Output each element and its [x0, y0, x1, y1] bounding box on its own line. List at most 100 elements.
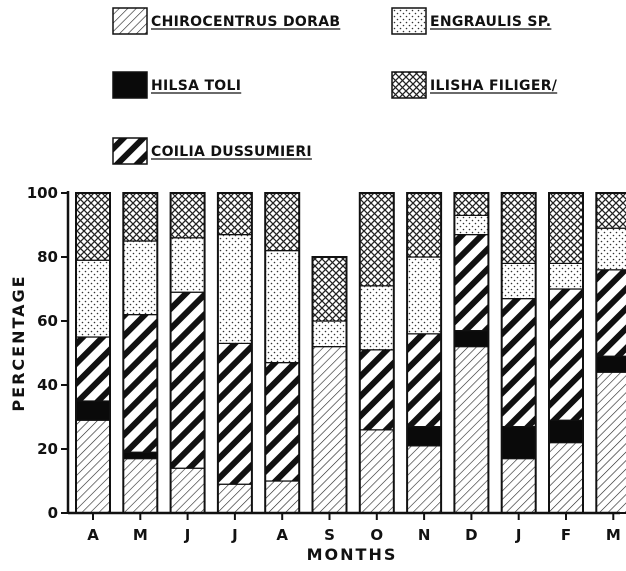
bar-segment [217, 192, 253, 236]
bar-segment [359, 192, 395, 287]
bar-segment [359, 429, 395, 514]
bar-segment [501, 426, 537, 460]
x-tick-label: N [418, 526, 431, 544]
bar-segment [548, 442, 584, 514]
bar-segment [548, 262, 584, 290]
legend-swatch [112, 137, 148, 165]
bar-segment [264, 362, 300, 482]
x-tick-label: F [561, 526, 571, 544]
bar-segment [406, 256, 442, 335]
bar-stack [406, 192, 443, 514]
bar-segment [122, 458, 158, 514]
bar-segment [548, 419, 584, 444]
bar-stack [169, 192, 206, 514]
bar-segment [311, 256, 348, 322]
bar-segment [75, 400, 111, 421]
bar-segment [264, 250, 300, 364]
legend-swatch [112, 7, 148, 35]
bar-stack [548, 192, 584, 514]
x-tick-label: M [133, 526, 148, 544]
legend-item: CHIROCENTRUS DORAB [112, 7, 341, 35]
x-tick-label: A [276, 526, 288, 544]
y-tick-label: 40 [37, 376, 58, 394]
legend: CHIROCENTRUS DORAB ENGRAULIS SP. HILSA TOL… [112, 7, 558, 165]
bar-segment [75, 259, 111, 338]
bar-segment [595, 269, 626, 357]
legend-label: ILISHA FILIGER/ [430, 78, 558, 94]
bar-segment [406, 192, 442, 258]
bar-stack [216, 192, 253, 514]
legend-swatch [391, 71, 427, 99]
bar-stack [264, 192, 301, 514]
bar-segment [170, 291, 206, 469]
bar-segment [311, 346, 348, 514]
bar-segment [122, 314, 158, 453]
bar-segment [122, 192, 158, 242]
y-tick-label: 0 [48, 504, 58, 522]
bar-stack [311, 256, 348, 514]
y-axis-title: PERCENTAGE [9, 274, 28, 411]
bar-segment [453, 234, 489, 332]
axes: 0 20 40 60 80 100 A M J J A S O N D J F M MONTHS PERCENTAGE [9, 184, 621, 564]
bar-segment [453, 214, 489, 236]
x-axis-title: MONTHS [307, 545, 398, 564]
bar-stack [122, 192, 159, 514]
bar-segment [453, 192, 489, 216]
x-tick-label: S [324, 526, 335, 544]
bar-segment [548, 192, 584, 265]
y-tick-label: 100 [27, 184, 58, 202]
bar-stack [595, 192, 626, 514]
legend-item: HILSA TOLI [112, 71, 242, 99]
bar-segment [122, 240, 158, 316]
plot-area [75, 192, 626, 514]
bar-segment [595, 355, 626, 373]
bar-segment [595, 371, 626, 514]
legend-label: ENGRAULIS SP. [430, 14, 551, 30]
bar-segment [264, 480, 300, 514]
bar-segment [406, 426, 442, 447]
bar-segment [501, 192, 537, 265]
bar-segment [501, 458, 537, 514]
bar-segment [170, 467, 206, 514]
bar-segment [453, 330, 489, 348]
legend-label: COILIA DUSSUMIERI [151, 144, 312, 160]
bar-segment [264, 192, 300, 252]
bar-segment [548, 288, 584, 421]
bar-segment [406, 445, 442, 514]
y-tick-label: 20 [37, 440, 58, 458]
legend-item: ENGRAULIS SP. [391, 7, 552, 35]
bar-segment [453, 346, 489, 514]
bar-segment [75, 336, 111, 402]
bar-segment [170, 192, 206, 239]
bar-segment [359, 285, 395, 351]
bar-segment [595, 192, 626, 229]
legend-item: ILISHA FILIGER/ [391, 71, 558, 99]
legend-swatch [112, 71, 148, 99]
bar-segment [122, 451, 158, 460]
legend-label: CHIROCENTRUS DORAB [151, 14, 340, 30]
y-tick-label: 80 [37, 248, 58, 266]
bar-segment [406, 333, 442, 428]
legend-label: HILSA TOLI [151, 78, 241, 94]
bar-stack [75, 192, 111, 514]
bar-segment [311, 320, 348, 348]
y-tick-label: 60 [37, 312, 58, 330]
x-tick-label: M [606, 526, 621, 544]
x-tick-label: D [465, 526, 477, 544]
x-tick-label: O [370, 526, 383, 544]
bar-stack [500, 192, 537, 514]
bar-segment [359, 349, 395, 431]
bar-stack [358, 192, 395, 514]
x-tick-label: J [515, 526, 522, 544]
bar-segment [217, 234, 253, 345]
legend-swatch [391, 7, 427, 35]
bar-segment [501, 262, 537, 300]
x-tick-label: J [231, 526, 238, 544]
x-tick-label: A [87, 526, 99, 544]
bar-segment [75, 192, 111, 261]
x-tick-label: J [184, 526, 191, 544]
bar-segment [595, 227, 626, 271]
legend-item: COILIA DUSSUMIERI [112, 137, 312, 165]
bar-stack [453, 192, 490, 514]
bar-segment [501, 298, 537, 428]
